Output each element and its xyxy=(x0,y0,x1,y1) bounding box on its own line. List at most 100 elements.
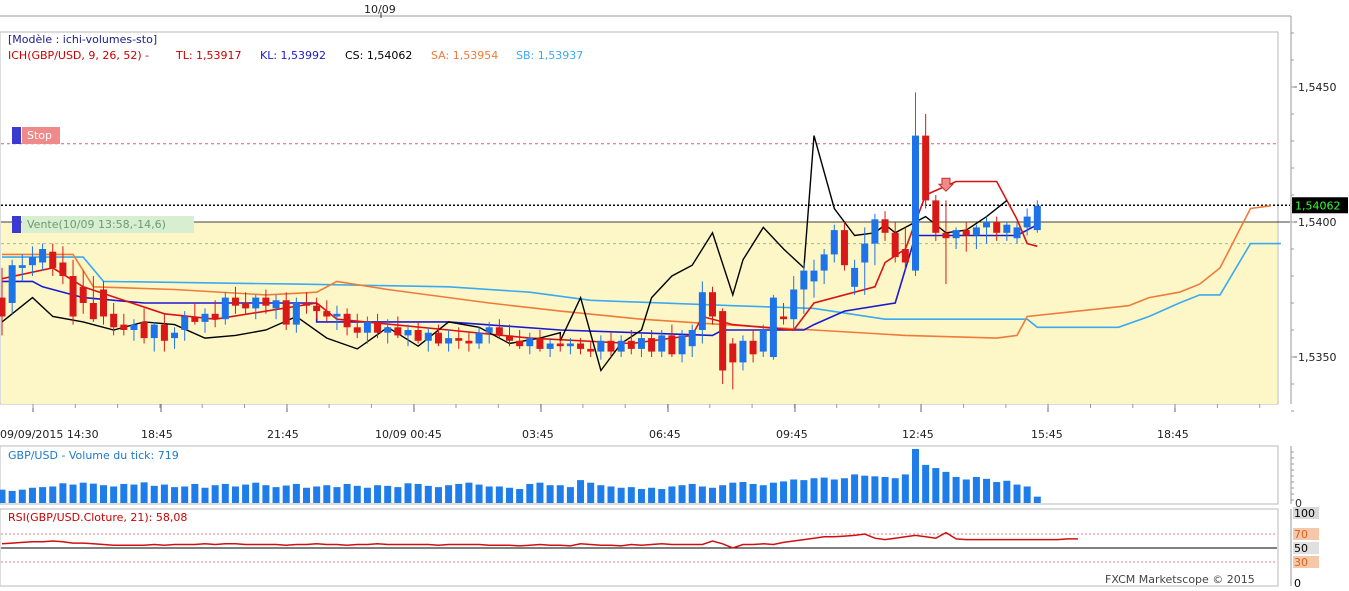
volume-bar xyxy=(434,487,442,503)
volume-bar xyxy=(851,474,859,503)
volume-bar xyxy=(455,483,463,503)
x-tick-label: 09:45 xyxy=(776,428,808,441)
candle xyxy=(89,276,97,322)
rsi-axis-label: 30 xyxy=(1294,556,1308,569)
rsi-axis-label-bg xyxy=(1293,556,1319,568)
candle-body xyxy=(698,292,706,330)
volume-bar xyxy=(952,476,960,503)
candle xyxy=(617,335,625,357)
candle-body xyxy=(637,338,645,349)
candle xyxy=(465,332,473,352)
stop-handle[interactable] xyxy=(12,127,21,144)
volume-bar xyxy=(150,485,158,503)
candle-body xyxy=(932,200,940,233)
sell-arrow-icon xyxy=(937,177,955,192)
volume-bar xyxy=(932,468,940,503)
candle xyxy=(49,243,57,276)
y-tick-label: 1,5350 xyxy=(1298,351,1337,364)
candle-body xyxy=(587,348,595,352)
candle-body xyxy=(972,227,980,236)
candle xyxy=(353,313,361,339)
candle xyxy=(201,308,209,333)
volume-bar xyxy=(678,485,686,503)
volume-bar xyxy=(171,487,179,503)
candle-body xyxy=(962,230,970,236)
candle xyxy=(942,200,950,285)
candle-body xyxy=(485,327,493,333)
candle-body xyxy=(840,230,848,266)
x-tick-label: 03:45 xyxy=(522,428,554,441)
candle-body xyxy=(455,338,463,341)
stop-label-box[interactable] xyxy=(22,127,60,144)
candle xyxy=(495,319,503,339)
volume-axis-zero: 0 xyxy=(1295,497,1302,510)
volume-bar xyxy=(1013,484,1021,503)
y-tick-label: 1,5450 xyxy=(1298,81,1337,94)
candle-body xyxy=(343,313,351,328)
candle-body xyxy=(242,303,250,309)
candle-body xyxy=(668,335,676,355)
candle-body xyxy=(922,135,930,201)
candle xyxy=(719,308,727,384)
volume-bar xyxy=(769,482,777,503)
candle-body xyxy=(211,313,219,320)
candle-body xyxy=(678,335,686,355)
rsi-axis-label: 70 xyxy=(1294,528,1308,541)
candle xyxy=(566,338,574,355)
candle xyxy=(912,92,919,276)
current-price-value: 1,54062 xyxy=(1295,199,1341,212)
candle-body xyxy=(424,332,432,341)
volume-bar xyxy=(191,483,199,503)
candle xyxy=(851,259,859,295)
candle-body xyxy=(830,230,838,255)
volume-bar xyxy=(0,489,6,503)
senkou-b-line xyxy=(2,242,1281,329)
volume-bar xyxy=(607,486,615,503)
volume-bar xyxy=(800,480,808,503)
volume-bar xyxy=(49,486,57,503)
candle-body xyxy=(546,343,554,349)
volume-bar xyxy=(221,483,229,503)
rsi-axis-label: 50 xyxy=(1294,542,1308,555)
candle xyxy=(39,243,47,271)
volume-bar xyxy=(465,482,473,503)
candle-body xyxy=(465,340,473,344)
candle-body xyxy=(942,232,950,239)
rsi-axis-label-bg xyxy=(1293,577,1319,589)
candle-body xyxy=(323,311,331,317)
volume-bar xyxy=(140,482,148,503)
volume-bar xyxy=(231,486,239,503)
candle-body xyxy=(475,332,483,344)
candle-body xyxy=(912,135,919,271)
volume-bar xyxy=(577,480,585,503)
candle-body xyxy=(891,232,899,258)
volume-bar xyxy=(495,486,503,503)
candle-body xyxy=(221,297,229,320)
candle xyxy=(8,259,16,314)
volume-bar xyxy=(100,485,107,503)
candle xyxy=(445,330,453,352)
candle xyxy=(607,332,615,357)
ichimoku-legend-sb: SB: 1,53937 xyxy=(516,49,583,62)
candle xyxy=(171,327,179,349)
volume-bar xyxy=(922,464,930,503)
candle-body xyxy=(140,321,148,339)
candle xyxy=(709,286,716,325)
candle xyxy=(698,281,706,344)
candle xyxy=(597,335,605,360)
sell-handle[interactable] xyxy=(12,216,21,233)
x-tick-label: 18:45 xyxy=(1157,428,1189,441)
candle-body xyxy=(49,251,57,268)
sell-label-box[interactable] xyxy=(22,216,194,233)
candle xyxy=(363,316,371,344)
candle xyxy=(972,224,980,249)
candle xyxy=(861,227,869,295)
volume-bar xyxy=(709,487,716,503)
volume-bar xyxy=(1023,486,1031,503)
volume-bar xyxy=(18,489,26,503)
volume-bar xyxy=(262,485,270,503)
volume-bar xyxy=(59,483,67,503)
candle-body xyxy=(171,332,179,339)
rsi-axis-label-bg xyxy=(1293,507,1319,519)
